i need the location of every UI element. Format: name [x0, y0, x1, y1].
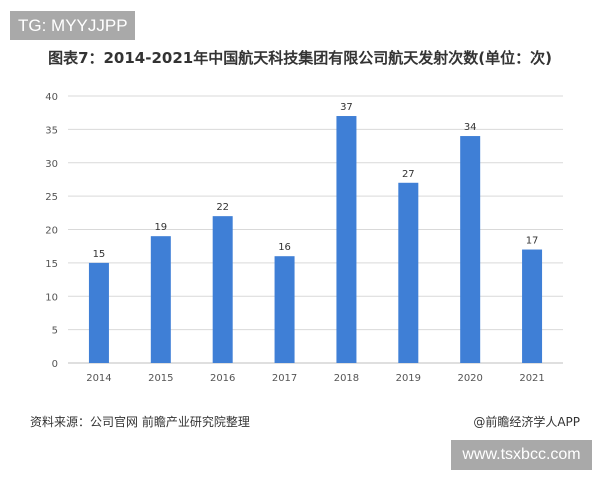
y-tick-label: 35 [45, 125, 58, 136]
data-label: 22 [216, 202, 229, 213]
y-tick-label: 20 [45, 226, 58, 237]
x-tick-label: 2016 [210, 373, 235, 384]
data-label: 15 [93, 249, 106, 260]
bar [88, 262, 109, 363]
x-tick-label: 2015 [148, 373, 173, 384]
bar [398, 182, 419, 363]
bar [150, 236, 171, 363]
x-tick-label: 2018 [334, 373, 359, 384]
data-label: 17 [526, 236, 539, 247]
x-tick-label: 2019 [396, 373, 421, 384]
data-label: 34 [464, 122, 477, 133]
y-tick-label: 40 [45, 92, 58, 103]
bar [522, 249, 543, 363]
x-tick-label: 2020 [457, 373, 482, 384]
y-tick-label: 30 [45, 159, 58, 170]
source-note: 资料来源：公司官网 前瞻产业研究院整理 [30, 415, 250, 429]
bar [274, 256, 295, 363]
credit-note: @前瞻经济学人APP [473, 415, 580, 429]
x-tick-label: 2021 [519, 373, 544, 384]
bar [460, 136, 481, 363]
data-label: 16 [278, 242, 291, 253]
bar-chart: 0 5 10 15 20 25 30 35 40 15 2014 19 2015 22 2016 16 2017… [45, 92, 563, 384]
y-tick-label: 10 [45, 292, 58, 303]
y-tick-label: 25 [45, 192, 58, 203]
y-tick-label: 5 [52, 326, 58, 337]
bar [336, 116, 357, 364]
data-label: 19 [154, 222, 167, 233]
chart-title: 图表7：2014-2021年中国航天科技集团有限公司航天发射次数(单位：次) [48, 49, 552, 67]
y-tick-label: 15 [45, 259, 58, 270]
y-tick-label: 0 [52, 359, 58, 370]
data-label: 37 [340, 102, 353, 113]
bar [212, 216, 233, 363]
data-label: 27 [402, 169, 415, 180]
watermark-bottom: www.tsxbcc.com [451, 440, 592, 470]
x-tick-label: 2014 [86, 373, 111, 384]
x-tick-label: 2017 [272, 373, 297, 384]
watermark-top: TG: MYYJJPP [10, 11, 135, 40]
